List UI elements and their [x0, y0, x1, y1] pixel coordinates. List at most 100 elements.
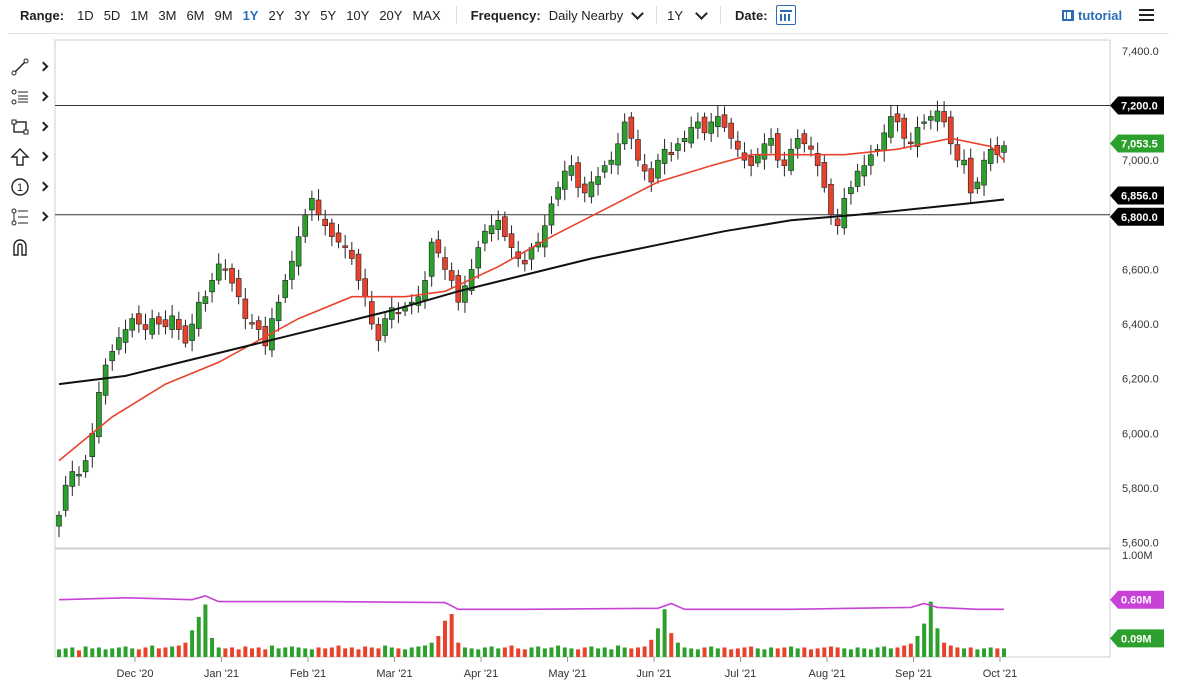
volume-bar: [682, 647, 687, 657]
pattern-tool-icon[interactable]: [10, 202, 50, 232]
candle-body: [595, 176, 601, 185]
range-1y[interactable]: 1Y: [242, 7, 259, 23]
volume-bar: [269, 645, 274, 657]
range-max[interactable]: MAX: [412, 7, 441, 23]
volume-bar: [715, 648, 720, 657]
candle-body: [76, 473, 82, 477]
hamburger-menu-icon[interactable]: [1139, 9, 1154, 24]
range-1m[interactable]: 1M: [130, 7, 149, 23]
candle-body: [588, 181, 595, 198]
volume-bar: [609, 649, 614, 657]
volume-bar: [230, 647, 235, 657]
range-6m[interactable]: 6M: [186, 7, 205, 23]
volume-bar: [789, 646, 794, 657]
range-3y[interactable]: 3Y: [294, 7, 311, 23]
volume-bar: [536, 646, 541, 657]
candle-body: [275, 301, 282, 322]
volume-bar: [449, 614, 454, 657]
lower-level-tag: 6,800.0: [1110, 207, 1164, 226]
price-tick-label: 7,000.0: [1122, 155, 1159, 167]
fibonacci-tool-icon[interactable]: [10, 82, 50, 112]
range-20y[interactable]: 20Y: [379, 7, 403, 23]
volume-bar: [516, 648, 521, 657]
svg-text:7,053.5: 7,053.5: [1121, 139, 1158, 151]
candle-body: [289, 260, 295, 280]
candle-body: [981, 159, 987, 186]
frequency-dropdown[interactable]: Daily Nearby: [549, 6, 645, 23]
range-10y[interactable]: 10Y: [346, 7, 370, 23]
volume-bar: [183, 642, 188, 657]
volume-bar: [123, 646, 128, 657]
range-2y[interactable]: 2Y: [268, 7, 285, 23]
candle-body: [688, 127, 695, 144]
candle-body: [162, 319, 169, 328]
candle-body: [561, 170, 568, 190]
calendar-icon[interactable]: [775, 5, 796, 25]
candle-body: [375, 324, 382, 341]
volume-bar: [828, 646, 833, 657]
period-dropdown[interactable]: 1Y: [667, 6, 708, 23]
candle-body: [249, 322, 255, 325]
tutorial-link[interactable]: tutorial: [1062, 8, 1122, 23]
volume-bar: [296, 647, 301, 657]
candle-body: [555, 187, 561, 200]
last-volume-tag: 0.09M: [1110, 629, 1164, 648]
x-tick-label: May '21: [548, 668, 586, 680]
top-toolbar: Range: 1D 5D 1M 3M 6M 9M 1Y 2Y 3Y 5Y 10Y 20Y MAX Fre…: [0, 0, 1177, 30]
volume-bar: [90, 648, 95, 657]
candle-body: [462, 285, 468, 303]
x-tick-label: Feb '21: [290, 668, 326, 680]
svg-text:0.60M: 0.60M: [1121, 595, 1152, 607]
candle-body: [1001, 145, 1007, 153]
arrow-up-tool-icon[interactable]: [10, 142, 50, 172]
candle-body: [921, 121, 927, 124]
candle-body: [768, 138, 774, 146]
candle-body: [695, 121, 701, 129]
range-5y[interactable]: 5Y: [320, 7, 337, 23]
trendline-tool-icon[interactable]: [10, 52, 50, 82]
volume-bar: [363, 646, 368, 657]
rectangle-tool-icon[interactable]: [10, 112, 50, 142]
volume-bar: [935, 628, 940, 657]
candle-body: [315, 199, 322, 216]
candle-body: [628, 116, 635, 139]
candle-body: [828, 183, 834, 216]
volume-bar: [942, 642, 947, 657]
x-tick-label: Dec '20: [117, 668, 154, 680]
volume-average-line: [58, 595, 1004, 611]
slow-moving-average-line: [58, 198, 1005, 386]
annotation-number-icon[interactable]: 1: [10, 172, 50, 202]
volume-bar: [110, 648, 115, 657]
volume-average-tag: 0.60M: [1110, 590, 1164, 609]
candle-body: [901, 117, 907, 139]
candle-body: [129, 318, 136, 331]
range-3m[interactable]: 3M: [158, 7, 177, 23]
volume-bar: [416, 646, 421, 657]
candle-body: [295, 236, 302, 267]
volume-bar: [223, 648, 228, 657]
magnet-icon[interactable]: [10, 232, 50, 262]
volume-bar: [549, 647, 554, 657]
volume-bar: [150, 645, 155, 657]
volume-bar: [649, 639, 654, 657]
volume-bar: [143, 647, 148, 657]
volume-bar: [629, 648, 634, 657]
volume-bar: [635, 647, 640, 657]
candle-body: [821, 162, 828, 188]
volume-bar: [289, 646, 294, 657]
candle-body: [342, 245, 348, 248]
volume-bar: [729, 649, 734, 657]
range-9m[interactable]: 9M: [214, 7, 233, 23]
range-1d[interactable]: 1D: [77, 7, 94, 23]
candle-body: [708, 121, 714, 134]
volume-bar: [722, 647, 727, 657]
candle-body: [335, 232, 342, 243]
candle-body: [934, 110, 941, 122]
range-5d[interactable]: 5D: [103, 7, 121, 23]
candle-body: [601, 165, 608, 173]
volume-bar: [156, 648, 161, 657]
candle-body: [302, 214, 309, 237]
volume-bar: [396, 648, 401, 657]
volume-bar: [742, 647, 747, 657]
